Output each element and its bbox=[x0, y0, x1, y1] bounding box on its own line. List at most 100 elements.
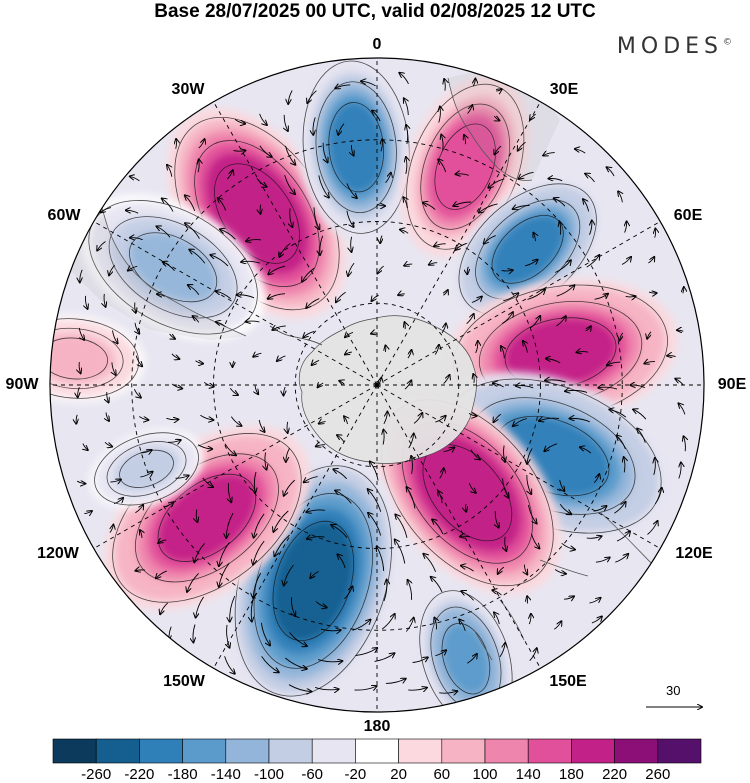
wind-arrow bbox=[285, 145, 296, 165]
wind-arrow bbox=[499, 643, 505, 658]
wind-arrow bbox=[563, 596, 574, 599]
wind-arrow bbox=[527, 596, 528, 604]
wind-arrow bbox=[598, 387, 618, 389]
wind-arrow bbox=[109, 264, 116, 275]
lon-label-150e: 150E bbox=[549, 673, 587, 690]
wind-arrow bbox=[461, 591, 474, 601]
wind-arrow bbox=[594, 294, 608, 300]
wind-arrow bbox=[434, 244, 446, 246]
wind-arrow bbox=[377, 547, 385, 572]
wind-arrow bbox=[443, 375, 450, 384]
wind-arrow bbox=[284, 564, 294, 585]
wind-arrow bbox=[595, 558, 610, 563]
wind-arrow bbox=[198, 159, 199, 173]
wind-arrow bbox=[79, 362, 80, 373]
wind-arrow bbox=[219, 542, 230, 566]
modes-logo: MODES© bbox=[617, 34, 732, 59]
wind-arrow bbox=[368, 489, 382, 512]
wind-arrow bbox=[135, 570, 145, 571]
wind-arrow bbox=[403, 197, 407, 208]
wind-arrow bbox=[194, 543, 205, 562]
colorbar-segment-8 bbox=[398, 738, 443, 764]
wind-arrow bbox=[435, 416, 445, 423]
colorbar-segment-9 bbox=[441, 738, 486, 764]
wind-arrow bbox=[254, 471, 256, 493]
wind-arrow bbox=[473, 79, 475, 87]
wind-arrow bbox=[104, 441, 112, 446]
wind-arrow bbox=[226, 512, 234, 538]
colorbar-tick-label: -20 bbox=[344, 766, 367, 783]
wind-arrow bbox=[468, 482, 476, 493]
wind-arrow bbox=[405, 322, 406, 330]
wind-arrow bbox=[624, 457, 625, 473]
wind-arrow bbox=[354, 686, 377, 690]
wind-arrow bbox=[529, 648, 537, 662]
wind-arrow bbox=[157, 294, 165, 296]
wind-arrow bbox=[315, 601, 327, 608]
wind-arrow bbox=[431, 577, 443, 593]
reference-vector-label: 30 bbox=[666, 683, 681, 698]
colorbar-segment-1 bbox=[95, 738, 140, 764]
wind-arrow bbox=[625, 296, 636, 297]
wind-arrow bbox=[575, 149, 586, 154]
wind-arrow bbox=[404, 380, 411, 390]
wind-arrow bbox=[317, 660, 342, 662]
wind-arrow bbox=[135, 355, 142, 367]
wind-arrow bbox=[322, 142, 328, 163]
lon-label-0: 0 bbox=[372, 36, 382, 53]
wind-arrow bbox=[287, 421, 288, 433]
wind-arrow bbox=[498, 566, 505, 574]
colorbar bbox=[52, 738, 702, 764]
wind-arrow bbox=[253, 572, 262, 598]
wind-arrow bbox=[580, 447, 592, 454]
colorbar-tick-label: 20 bbox=[390, 766, 407, 783]
wind-arrow bbox=[268, 293, 286, 299]
wind-arrow bbox=[647, 521, 658, 535]
map-boundary bbox=[49, 57, 705, 713]
wind-arrow bbox=[529, 614, 531, 625]
wind-arrow bbox=[423, 203, 436, 210]
wind-arrow bbox=[304, 476, 318, 483]
wind-arrow bbox=[85, 295, 87, 309]
wind-arrow bbox=[617, 436, 626, 450]
wind-arrow bbox=[163, 262, 175, 271]
wind-arrow bbox=[335, 85, 351, 88]
wind-arrow bbox=[383, 412, 388, 425]
wind-arrow bbox=[679, 403, 686, 415]
wind-arrow bbox=[473, 374, 474, 383]
wind-arrow bbox=[565, 390, 588, 392]
wind-arrow bbox=[277, 356, 286, 361]
wind-arrow bbox=[306, 298, 320, 308]
wind-arrow bbox=[234, 119, 245, 123]
wind-arrow bbox=[586, 255, 600, 268]
wind-arrow bbox=[539, 418, 560, 421]
wind-arrow bbox=[352, 620, 371, 631]
wind-arrow bbox=[438, 159, 447, 173]
colorbar-tick-label: -60 bbox=[301, 766, 324, 783]
colorbar-segment-7 bbox=[355, 738, 399, 764]
wind-arrow bbox=[344, 586, 352, 600]
wind-arrow bbox=[135, 322, 139, 334]
colorbar-segment-2 bbox=[139, 738, 183, 764]
height-anomaly-field bbox=[50, 58, 678, 712]
wind-arrow bbox=[502, 478, 509, 497]
wind-arrow bbox=[246, 240, 262, 242]
wind-arrow bbox=[647, 331, 651, 339]
wind-arrow bbox=[260, 204, 261, 214]
colorbar-tick-label: 140 bbox=[515, 766, 541, 783]
wind-arrow bbox=[616, 531, 630, 542]
wind-arrow bbox=[312, 360, 320, 365]
wind-arrow bbox=[412, 657, 428, 663]
wind-arrow bbox=[583, 199, 590, 212]
wind-arrow bbox=[637, 429, 646, 443]
wind-arrow bbox=[504, 445, 505, 462]
wind-arrow bbox=[130, 238, 143, 240]
wind-arrow bbox=[548, 178, 563, 180]
wind-arrow bbox=[679, 462, 681, 479]
wind-arrow bbox=[501, 346, 504, 359]
wind-arrow bbox=[256, 178, 267, 187]
wind-arrow bbox=[216, 291, 231, 300]
chart-title: Base 28/07/2025 00 UTC, valid 02/08/2025… bbox=[154, 1, 596, 22]
wind-arrow bbox=[219, 562, 230, 587]
wind-arrow bbox=[187, 573, 199, 592]
